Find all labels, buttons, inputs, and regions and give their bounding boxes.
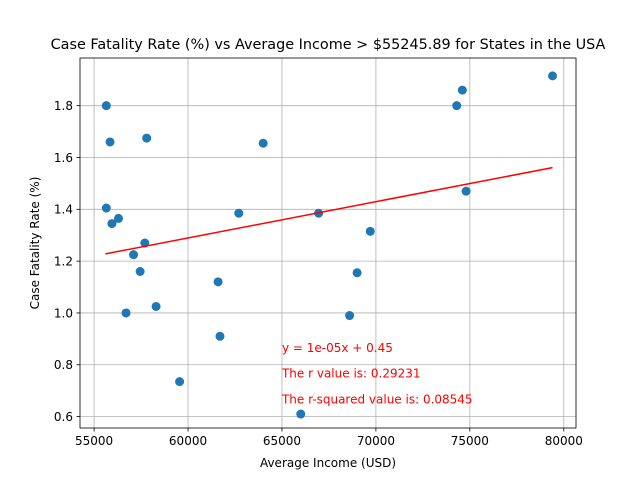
x-axis-ticks: 55000 60000 65000 70000 75000 80000 — [75, 428, 583, 448]
data-point — [121, 308, 131, 318]
x-tick-label: 60000 — [169, 434, 207, 448]
data-point — [101, 101, 111, 111]
data-point — [101, 203, 111, 213]
data-point — [142, 133, 152, 143]
y-tick-label: 1.0 — [54, 306, 73, 320]
plot-frame — [79, 57, 577, 429]
x-axis-label: Average Income (USD) — [260, 456, 396, 470]
data-point — [296, 409, 306, 419]
grid — [80, 58, 576, 428]
y-tick-label: 1.8 — [54, 99, 73, 113]
x-tick-label: 80000 — [545, 434, 583, 448]
data-point — [175, 377, 185, 387]
data-point — [548, 71, 558, 81]
y-tick-label: 1.2 — [54, 254, 73, 268]
data-point — [352, 268, 362, 278]
r-value-text: The r value is: 0.29231 — [281, 367, 421, 381]
data-point — [345, 311, 355, 321]
data-point — [452, 101, 462, 111]
data-point — [105, 137, 115, 147]
data-point — [461, 186, 471, 196]
data-point — [151, 301, 161, 311]
y-tick-label: 1.6 — [54, 151, 73, 165]
x-tick-label: 65000 — [263, 434, 301, 448]
y-axis-ticks: 0.6 0.8 1.0 1.2 1.4 1.6 1.8 — [54, 99, 80, 424]
x-tick-label: 70000 — [357, 434, 395, 448]
data-point — [258, 138, 268, 148]
x-tick-label: 75000 — [451, 434, 489, 448]
y-axis-label: Case Fatality Rate (%) — [28, 177, 42, 310]
regression-line — [105, 166, 553, 255]
data-point — [365, 226, 375, 236]
regression-equation: y = 1e-05x + 0.45 — [282, 341, 393, 355]
r-squared-text: The r-squared value is: 0.08545 — [281, 393, 473, 407]
data-point — [215, 331, 225, 341]
data-point — [114, 213, 124, 223]
data-point — [213, 277, 223, 287]
data-point — [457, 85, 467, 95]
regression-line-group — [105, 166, 553, 255]
data-point — [107, 219, 117, 229]
data-point — [129, 250, 139, 260]
y-tick-label: 0.8 — [54, 358, 73, 372]
y-tick-label: 0.6 — [54, 410, 73, 424]
y-tick-label: 1.4 — [54, 203, 73, 217]
x-tick-label: 55000 — [75, 434, 113, 448]
chart-title: Case Fatality Rate (%) vs Average Income… — [51, 37, 606, 53]
data-point — [234, 208, 244, 218]
data-point — [135, 267, 145, 277]
